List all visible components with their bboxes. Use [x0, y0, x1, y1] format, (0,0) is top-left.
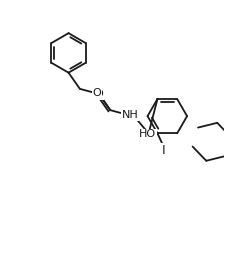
- Text: O: O: [94, 89, 103, 99]
- Text: HO: HO: [139, 129, 156, 139]
- Text: I: I: [162, 144, 165, 156]
- Text: O: O: [93, 88, 101, 98]
- Text: NH: NH: [122, 110, 139, 120]
